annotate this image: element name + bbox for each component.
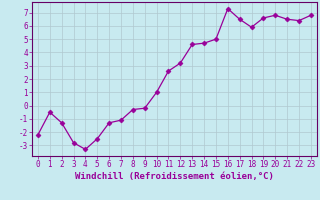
X-axis label: Windchill (Refroidissement éolien,°C): Windchill (Refroidissement éolien,°C) — [75, 172, 274, 181]
